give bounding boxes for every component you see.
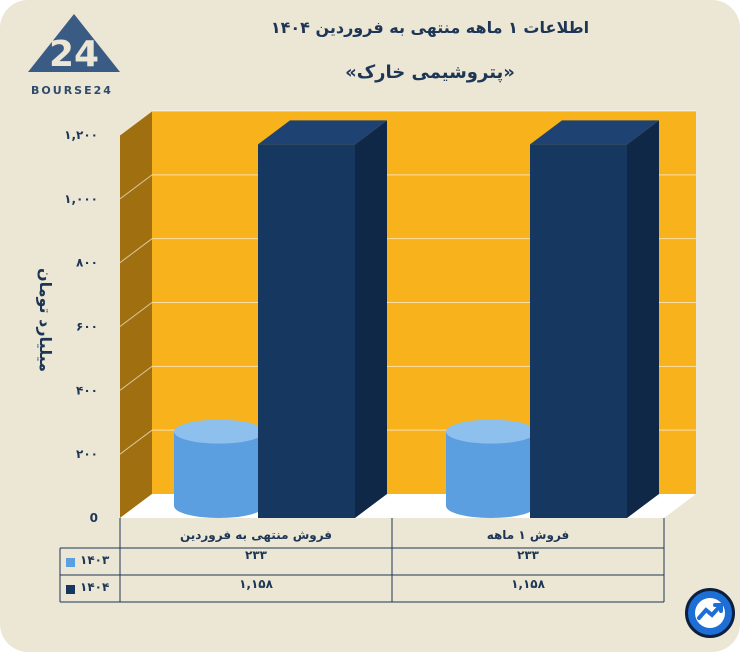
brand-name: BOURSE24 xyxy=(31,84,113,97)
data-label-1404: ۱,۱۵۸ xyxy=(239,577,273,591)
logo-mark: 24 xyxy=(49,34,99,74)
gridline xyxy=(119,238,696,264)
legend-swatch xyxy=(66,558,75,567)
data-label-1403: ۲۳۳ xyxy=(517,548,539,562)
y-tick-label: ۱,۰۰۰ xyxy=(64,192,98,206)
gridline xyxy=(119,302,696,327)
y-tick-label: ۱,۲۰۰ xyxy=(64,128,98,142)
bar-1403 xyxy=(446,419,536,518)
y-tick-label: 0 xyxy=(90,511,98,525)
bar-1403 xyxy=(174,419,264,518)
gridline xyxy=(119,174,696,200)
gridline xyxy=(119,110,696,136)
y-tick-label: ۴۰۰ xyxy=(76,383,98,397)
chart-title: اطلاعات ۱ ماهه منتهی به فروردین ۱۴۰۴ xyxy=(270,18,590,37)
y-tick-label: ۸۰۰ xyxy=(76,256,98,270)
refresh-chart-icon xyxy=(685,588,735,638)
bar-1404 xyxy=(530,120,659,518)
legend-swatch xyxy=(66,585,75,594)
bar-chart: 0 ۲۰۰ ۴۰۰ ۶۰۰ ۸۰۰ ۱,۰۰۰ ۱,۲۰۰ میلیارد تومان xyxy=(36,110,696,603)
data-label-1403: ۲۳۳ xyxy=(245,548,267,562)
legend-label: ۱۴۰۴ xyxy=(80,580,110,594)
category-label: فروش منتهی به فروردین xyxy=(179,528,333,542)
bar-1404 xyxy=(258,120,387,518)
y-tick-label: ۶۰۰ xyxy=(76,320,98,334)
y-tick-label: ۲۰۰ xyxy=(76,447,98,461)
bourse24-logo: 24 xyxy=(28,14,120,74)
y-axis-label: میلیارد تومان xyxy=(36,268,55,372)
gridline xyxy=(119,365,696,391)
chart-subtitle: «پتروشیمی خارک» xyxy=(345,62,515,83)
data-label-1404: ۱,۱۵۸ xyxy=(511,577,545,591)
category-label: فروش ۱ ماهه xyxy=(486,528,570,542)
legend-label: ۱۴۰۳ xyxy=(80,553,110,567)
